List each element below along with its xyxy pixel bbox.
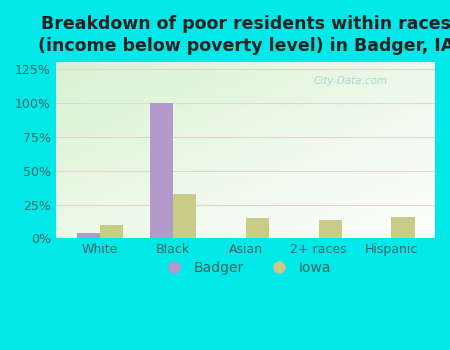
- Bar: [77, 233, 100, 238]
- Bar: [319, 219, 342, 238]
- Bar: [149, 103, 173, 238]
- Legend: Badger, Iowa: Badger, Iowa: [155, 256, 337, 281]
- Bar: [392, 217, 414, 238]
- Bar: [246, 218, 269, 238]
- Text: City-Data.com: City-Data.com: [314, 76, 388, 86]
- Bar: [100, 225, 123, 238]
- Bar: [173, 194, 196, 238]
- Title: Breakdown of poor residents within races
(income below poverty level) in Badger,: Breakdown of poor residents within races…: [38, 15, 450, 55]
